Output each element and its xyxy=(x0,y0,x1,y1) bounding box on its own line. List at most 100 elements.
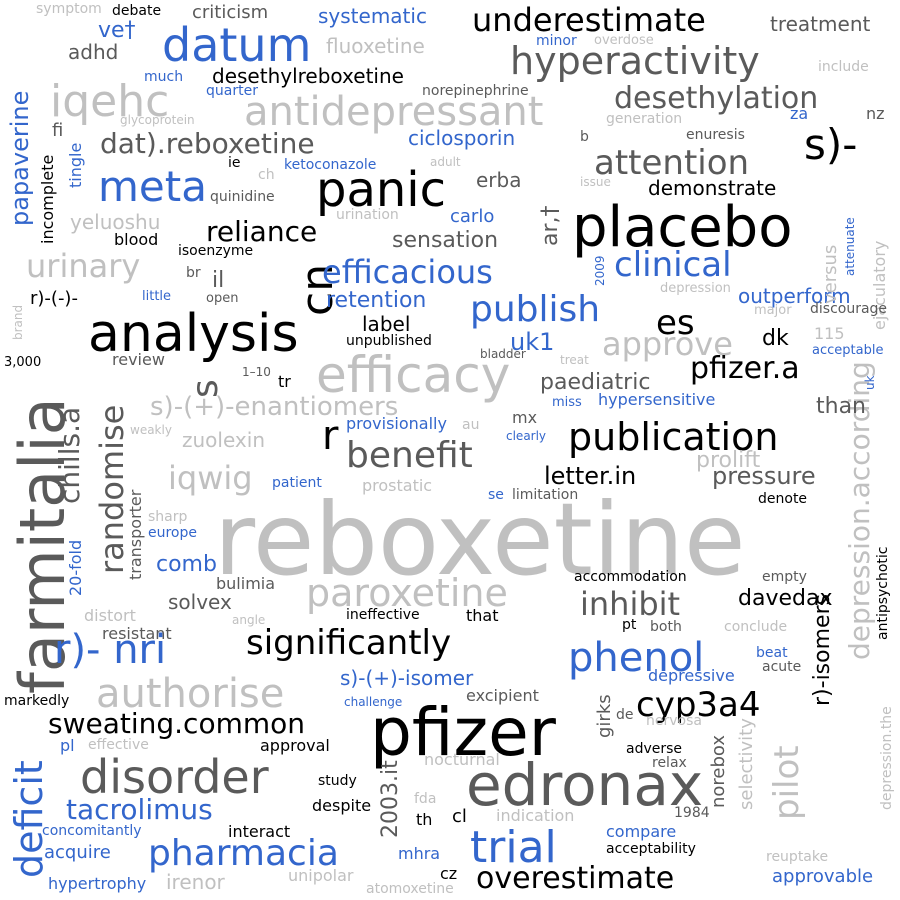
word-comb: comb xyxy=(156,552,217,577)
word-r: r xyxy=(322,413,339,459)
word-inhibit: inhibit xyxy=(580,585,681,623)
word-carlo: carlo xyxy=(450,206,495,227)
word-urinary: urinary xyxy=(26,247,141,285)
word-phenol: phenol xyxy=(568,635,705,681)
word-20-fold: 20-fold xyxy=(66,539,85,596)
word-relax: relax xyxy=(652,755,687,771)
word-s-plus-enantiomers: s)-(+)-enantiomers xyxy=(150,392,399,422)
word-ch: ch xyxy=(258,167,275,183)
word-concomitantly: concomitantly xyxy=(42,823,142,839)
word-major: major xyxy=(754,303,792,318)
word-criticism: criticism xyxy=(192,2,269,23)
word-accommodation: accommodation xyxy=(574,569,687,585)
word-approval: approval xyxy=(260,736,330,755)
word-solvex: solvex xyxy=(168,590,232,614)
word-minor: minor xyxy=(536,33,577,49)
word-nocturnal: nocturnal xyxy=(424,750,500,769)
word-unipolar: unipolar xyxy=(288,866,354,885)
word-clearly: clearly xyxy=(506,429,547,443)
word-issue: issue xyxy=(580,175,611,189)
word-pfizer-a: pfizer.a xyxy=(690,351,800,386)
word-benefit: benefit xyxy=(346,435,473,476)
word-hyperactivity: hyperactivity xyxy=(510,39,760,83)
word-urination: urination xyxy=(336,207,399,223)
word-fluoxetine: fluoxetine xyxy=(326,34,425,58)
word-davedax: davedax xyxy=(738,586,833,611)
word-treatment: treatment xyxy=(770,12,871,36)
word-zuolexin: zuolexin xyxy=(182,428,265,452)
word-th: th xyxy=(416,810,433,829)
word-depressive: depressive xyxy=(648,666,735,685)
word-norepinephrine: norepinephrine xyxy=(422,83,529,99)
word-pt: pt xyxy=(622,617,637,633)
word-compare: compare xyxy=(606,822,677,841)
word-systematic: systematic xyxy=(318,4,427,28)
word-publication: publication xyxy=(568,415,779,459)
word-tacrolimus: tacrolimus xyxy=(66,793,213,826)
word-au: au xyxy=(462,417,480,433)
word-desethylation: desethylation xyxy=(614,81,819,116)
word-dk: dk xyxy=(762,326,789,351)
word-nri: r)- nri xyxy=(54,627,167,673)
word-sweating: sweating.common xyxy=(48,707,306,740)
word-cl: cl xyxy=(452,806,467,827)
word-paediatric: paediatric xyxy=(540,370,651,395)
word-hypertrophy: hypertrophy xyxy=(48,874,147,893)
word-much: much xyxy=(144,69,184,85)
word-include: include xyxy=(818,59,869,75)
word-provisionally: provisionally xyxy=(346,414,447,433)
word-indication: indication xyxy=(496,806,575,825)
word-transporter: transporter xyxy=(126,489,145,580)
word-antipsychotic: antipsychotic xyxy=(875,546,891,640)
word-randomise: randomise xyxy=(93,404,131,574)
word-glycoprotein: glycoprotein xyxy=(120,113,195,127)
word-deficit: deficit xyxy=(7,760,51,878)
word-prostatic: prostatic xyxy=(362,476,433,495)
word-study: study xyxy=(318,773,357,789)
word-conclude: conclude xyxy=(724,619,788,635)
word-depression-the: depression.the xyxy=(879,706,895,810)
word-sharp: sharp xyxy=(148,509,188,525)
word-pl: pl xyxy=(60,736,75,755)
word-s-plus-isomer: s)-(+)-isomer xyxy=(340,666,474,690)
word-fi: fi xyxy=(52,120,64,141)
word-generation: generation xyxy=(606,111,683,127)
word-norebox: norebox xyxy=(708,734,729,808)
word-beat: beat xyxy=(756,645,788,661)
word-attention: attention xyxy=(594,143,750,183)
word-angle: angle xyxy=(232,613,266,627)
word-analysis: analysis xyxy=(88,304,299,364)
word-reliance: reliance xyxy=(206,215,318,248)
word-erba: erba xyxy=(476,168,522,192)
word-quinidine: quinidine xyxy=(210,189,275,205)
word-retention: retention xyxy=(326,288,427,313)
word-prolift: prolift xyxy=(696,448,761,473)
word-1984: 1984 xyxy=(674,805,710,821)
word-weakly: weakly xyxy=(130,423,172,437)
word-es: es xyxy=(656,303,695,343)
word-acquire: acquire xyxy=(44,842,111,863)
word-reuptake: reuptake xyxy=(766,849,829,865)
word-s: s xyxy=(185,379,226,398)
word-limitation: limitation xyxy=(512,487,579,503)
word-unpublished: unpublished xyxy=(346,333,432,349)
word-girks: girks xyxy=(594,694,615,738)
word-excipient: excipient xyxy=(466,686,539,705)
word-than: than xyxy=(816,394,866,419)
word-cz: cz xyxy=(440,864,458,883)
word-nz: nz xyxy=(866,104,885,123)
word-overdose: overdose xyxy=(594,33,654,48)
word-iqwig: iqwig xyxy=(168,459,253,497)
word-pfizer: pfizer xyxy=(370,694,556,771)
word-antidepressant: antidepressant xyxy=(244,89,544,135)
word-europe: europe xyxy=(148,525,197,541)
word-bulimia: bulimia xyxy=(216,574,276,593)
word-depression: depression xyxy=(660,281,731,296)
word-review: review xyxy=(112,350,165,369)
word-incomplete: incomplete xyxy=(38,154,57,244)
word-adhd: adhd xyxy=(68,40,119,64)
word-approvable: approvable xyxy=(772,866,874,887)
word-ineffective: ineffective xyxy=(346,607,420,623)
word-115: 115 xyxy=(814,324,845,343)
